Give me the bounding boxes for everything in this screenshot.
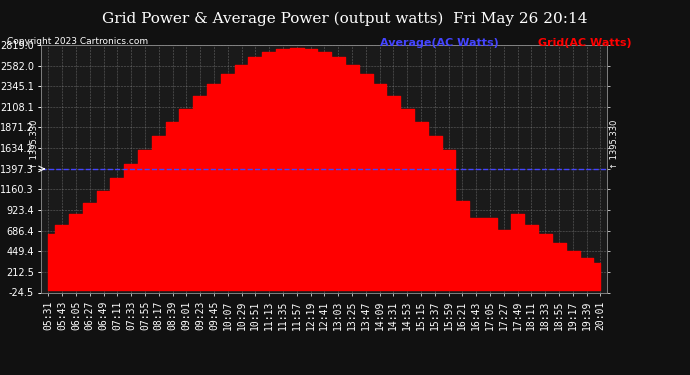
Text: Grid(AC Watts): Grid(AC Watts) [538, 38, 632, 48]
Text: ↑ 1395.330: ↑ 1395.330 [30, 120, 39, 169]
Text: ↑ 1395.330: ↑ 1395.330 [610, 120, 619, 169]
Text: Copyright 2023 Cartronics.com: Copyright 2023 Cartronics.com [7, 38, 148, 46]
Text: Average(AC Watts): Average(AC Watts) [380, 38, 498, 48]
Text: Grid Power & Average Power (output watts)  Fri May 26 20:14: Grid Power & Average Power (output watts… [102, 11, 588, 26]
